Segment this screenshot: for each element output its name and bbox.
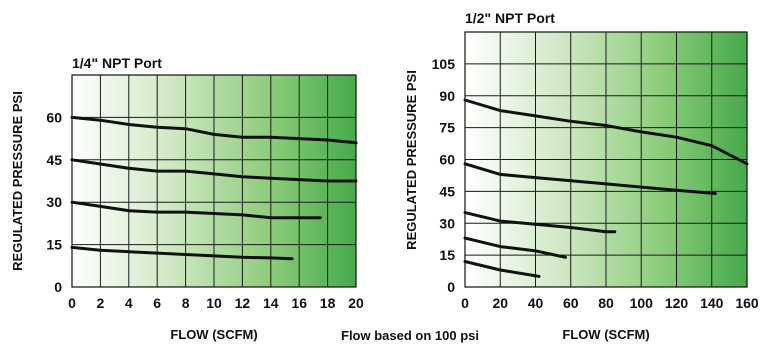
x-tick-labels-right: 0 20 40 60 80 100 120 140 160 [461,295,759,311]
series-line-right-4 [463,236,567,259]
x-tick-label: 12 [235,295,251,311]
y-axis-label-right: REGULATED PRESSURE PSI [404,70,419,250]
x-tick-label: 20 [492,295,508,311]
x-tick-label: 100 [630,295,654,311]
series-group-right [463,98,749,278]
x-tick-label: 0 [68,295,76,311]
x-tick-label: 120 [665,295,689,311]
y-tick-labels-right: 0 15 30 45 60 75 90 105 [432,56,456,295]
x-axis-label-right: FLOW (SCFM) [562,327,649,342]
y-axis-label-left: REGULATED PRESSURE PSI [10,91,25,271]
x-tick-label: 18 [320,295,336,311]
x-tick-label: 4 [125,295,133,311]
series-line-right-5 [463,260,541,278]
x-tick-label: 40 [528,295,544,311]
y-tick-label: 75 [439,120,455,136]
y-tick-label: 60 [46,109,62,125]
footnote: Flow based on 100 psi [341,328,479,343]
y-tick-label: 105 [432,56,456,72]
y-tick-label: 45 [46,152,62,168]
chart-quarter-inch-port: 0 2 4 6 8 10 12 14 16 18 20 0 15 30 45 60 1/4" NPT Por… [10,55,364,342]
chart-title-left: 1/4" NPT Port [72,55,162,71]
x-tick-labels-left: 0 2 4 6 8 10 12 14 16 18 20 [68,295,364,311]
y-tick-label: 0 [54,279,62,295]
x-tick-label: 2 [97,295,105,311]
x-tick-label: 140 [700,295,724,311]
y-tick-label: 15 [439,247,455,263]
series-group-left [70,115,358,261]
x-tick-label: 16 [291,295,307,311]
x-tick-label: 6 [153,295,161,311]
series-line-right-3 [463,211,617,234]
chart-title-right: 1/2" NPT Port [465,10,555,26]
y-tick-label: 30 [439,215,455,231]
series-line-right-1 [463,98,749,166]
series-line-left-2 [70,158,358,183]
grid-right [464,31,748,288]
x-tick-label: 8 [182,295,190,311]
x-tick-label: 0 [461,295,469,311]
x-tick-label: 14 [263,295,279,311]
y-tick-label: 15 [46,237,62,253]
x-tick-label: 80 [598,295,614,311]
series-line-right-2 [463,162,717,195]
x-tick-label: 20 [348,295,364,311]
x-axis-label-left: FLOW (SCFM) [170,327,257,342]
y-tick-labels-left: 0 15 30 45 60 [46,109,62,295]
x-tick-label: 60 [563,295,579,311]
chart-half-inch-port: 0 20 40 60 80 100 120 140 160 0 15 30 45 60 75 90 105 1… [404,10,759,342]
y-tick-label: 45 [439,183,455,199]
x-tick-label: 160 [735,295,759,311]
plot-border [464,31,748,288]
y-tick-label: 90 [439,88,455,104]
y-tick-label: 60 [439,152,455,168]
y-tick-label: 0 [447,279,455,295]
x-tick-label: 10 [206,295,222,311]
y-tick-label: 30 [46,194,62,210]
series-line-left-3 [70,200,322,220]
series-line-left-1 [70,115,358,145]
series-line-left-4 [70,245,294,261]
